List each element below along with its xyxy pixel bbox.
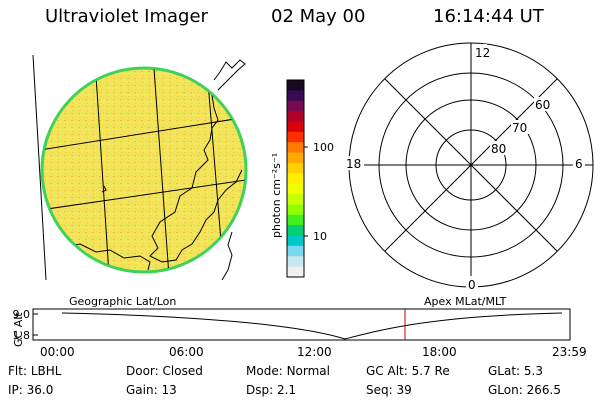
info-glat: GLat: 5.3 bbox=[488, 364, 544, 378]
instrument-title: Ultraviolet Imager bbox=[45, 6, 208, 27]
lat-label-80: 80 bbox=[491, 142, 506, 156]
x-tick-label: 06:00 bbox=[169, 345, 204, 359]
colorbar-cell bbox=[287, 80, 304, 91]
polar-grid bbox=[348, 42, 594, 288]
colorbar-cell bbox=[287, 245, 304, 257]
altitude-plot: GC Alt 9.0 1.8 00:00 06:00 12:00 18:00 2… bbox=[12, 308, 587, 359]
info-seq: Seq: 39 bbox=[366, 383, 412, 397]
colorbar-cell bbox=[287, 214, 304, 226]
lat-label-60: 60 bbox=[535, 98, 550, 112]
colorbar-cell bbox=[287, 142, 304, 154]
x-tick-label: 12:00 bbox=[297, 345, 332, 359]
coastline bbox=[149, 94, 243, 263]
earth-disk bbox=[40, 66, 248, 274]
lat-label-70: 70 bbox=[512, 121, 527, 135]
colorbar-cell bbox=[287, 235, 304, 247]
colorbar-cell bbox=[287, 266, 304, 278]
y-tick-label: 1.8 bbox=[13, 329, 31, 342]
altitude-curve bbox=[61, 312, 563, 340]
info-mode: Mode: Normal bbox=[246, 364, 330, 378]
colorbar-cell bbox=[287, 131, 304, 143]
meridian-line bbox=[94, 69, 111, 271]
colorbar-cell bbox=[287, 111, 304, 123]
image-date: 02 May 00 bbox=[271, 6, 366, 27]
colorbar-cell bbox=[287, 100, 304, 112]
colorbar-cell bbox=[287, 256, 304, 268]
colorbar-cell bbox=[287, 194, 304, 206]
info-glon: GLon: 266.5 bbox=[488, 383, 561, 397]
x-tick-label: 00:00 bbox=[40, 345, 75, 359]
coastline-outside bbox=[221, 231, 233, 281]
image-time: 16:14:44 UT bbox=[433, 6, 544, 27]
meridian-line-outside bbox=[32, 54, 47, 281]
colorbar-tick-label: 10 bbox=[313, 230, 327, 243]
info-flt: Flt: LBHL bbox=[8, 364, 62, 378]
x-tick-label: 23:59 bbox=[552, 345, 587, 359]
coastline-outside bbox=[213, 59, 246, 91]
info-door: Door: Closed bbox=[126, 364, 203, 378]
colorbar-cell bbox=[287, 173, 304, 185]
colorbar-cell bbox=[287, 162, 304, 174]
colorbar-frame bbox=[286, 79, 305, 278]
info-gc-alt: GC Alt: 5.7 Re bbox=[366, 364, 450, 378]
mlt-label-bottom: 0 bbox=[468, 278, 476, 292]
colorbar-tick-label: 100 bbox=[313, 141, 334, 154]
x-tick-label: 18:00 bbox=[422, 345, 457, 359]
mlt-label-left: 18 bbox=[346, 157, 361, 171]
colorbar-cell bbox=[287, 152, 304, 164]
info-gain: Gain: 13 bbox=[126, 383, 177, 397]
altitude-axis-label: GC Alt bbox=[12, 312, 25, 347]
map-title: Geographic Lat/Lon bbox=[69, 295, 176, 308]
colorbar-cell bbox=[287, 225, 304, 237]
colorbar: 100 10 photon cm⁻²s⁻¹ bbox=[270, 79, 334, 278]
coastline bbox=[101, 185, 107, 193]
parallel-line bbox=[43, 177, 245, 211]
colorbar-cell bbox=[287, 183, 304, 195]
colorbar-cell bbox=[287, 204, 304, 216]
y-tick-label: 9.0 bbox=[13, 308, 31, 321]
colorbar-cell bbox=[287, 90, 304, 102]
coastline bbox=[59, 243, 151, 271]
info-ip: IP: 36.0 bbox=[8, 383, 54, 397]
parallel-line bbox=[43, 114, 245, 151]
mlt-label-right: 6 bbox=[575, 157, 583, 171]
colorbar-unit-label: photon cm⁻²s⁻¹ bbox=[270, 153, 283, 238]
earth-uv-image bbox=[32, 54, 248, 281]
mlt-diagonal bbox=[384, 78, 558, 252]
colorbar-cell bbox=[287, 121, 304, 133]
meridian-line bbox=[152, 69, 171, 271]
polar-title: Apex MLat/MLT bbox=[424, 295, 507, 308]
mlt-label-top: 12 bbox=[475, 46, 490, 60]
altitude-plot-frame bbox=[32, 308, 571, 341]
info-dsp: Dsp: 2.1 bbox=[246, 383, 297, 397]
